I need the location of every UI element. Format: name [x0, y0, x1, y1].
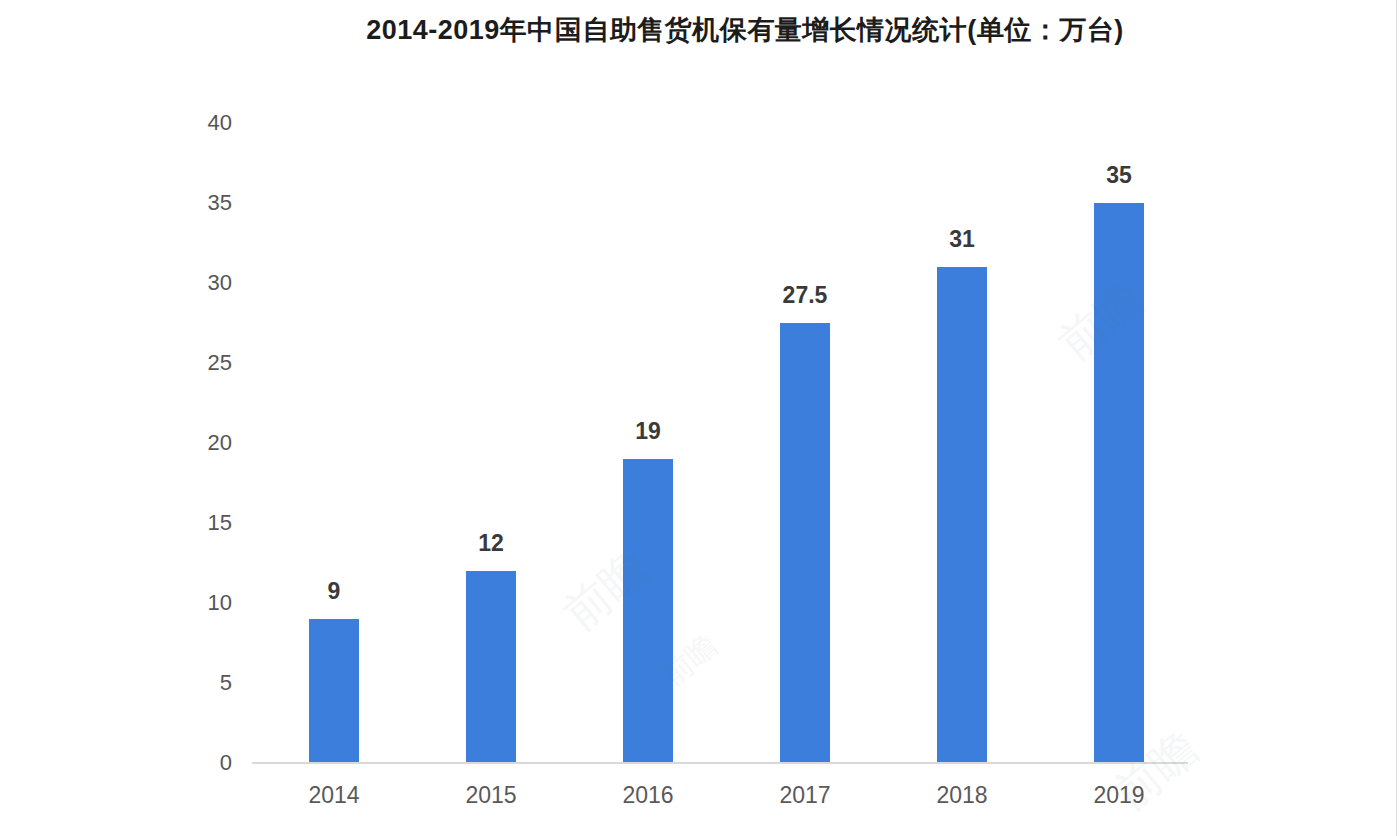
value-label-2016: 19 [588, 417, 708, 445]
y-tick-label: 0 [130, 749, 232, 777]
plot-area: 05101520253035409201412201519201627.5201… [0, 0, 1400, 836]
bar-2019 [1094, 203, 1144, 763]
value-label-2015: 12 [431, 529, 551, 557]
value-label-2019: 35 [1059, 161, 1179, 189]
y-tick-label: 15 [130, 509, 232, 537]
bar-2014 [309, 619, 359, 763]
x-tick-label-2016: 2016 [588, 781, 708, 809]
x-axis-line [252, 762, 1188, 764]
bar-2015 [466, 571, 516, 763]
x-tick-label-2015: 2015 [431, 781, 551, 809]
y-tick-label: 35 [130, 189, 232, 217]
screenshot-edge [1396, 0, 1397, 836]
y-tick-label: 20 [130, 429, 232, 457]
x-tick-label-2014: 2014 [274, 781, 394, 809]
y-tick-label: 30 [130, 269, 232, 297]
bar-2017 [780, 323, 830, 763]
x-tick-label-2019: 2019 [1059, 781, 1179, 809]
value-label-2014: 9 [274, 577, 394, 605]
x-tick-label-2018: 2018 [902, 781, 1022, 809]
y-tick-label: 5 [130, 669, 232, 697]
y-tick-label: 10 [130, 589, 232, 617]
value-label-2017: 27.5 [745, 281, 865, 309]
x-tick-label-2017: 2017 [745, 781, 865, 809]
bar-2016 [623, 459, 673, 763]
y-tick-label: 40 [130, 109, 232, 137]
chart-canvas: 2014-2019年中国自助售货机保有量增长情况统计(单位：万台) 051015… [0, 0, 1400, 836]
value-label-2018: 31 [902, 225, 1022, 253]
bar-2018 [937, 267, 987, 763]
y-tick-label: 25 [130, 349, 232, 377]
